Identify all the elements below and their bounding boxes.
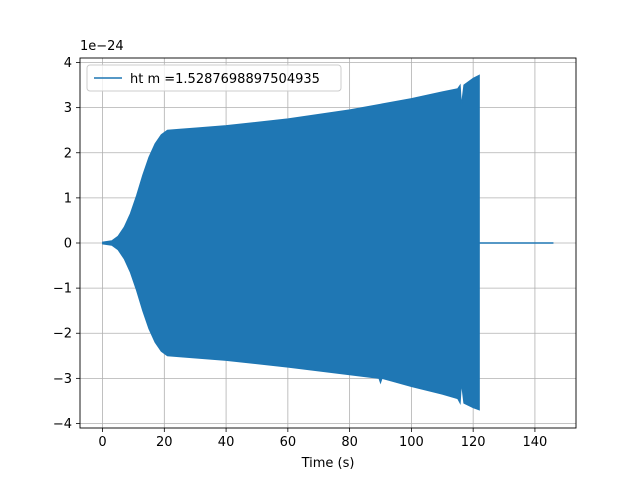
ticks: 0 20 40 60 80 100 120 140 −4 −3 −2 −1 0 1 2 3 4 [53,56,548,450]
y-tick-label: 4 [64,56,72,71]
x-tick-label: 80 [341,435,358,450]
x-tick-label: 20 [156,435,173,450]
plot-area [102,74,554,411]
y-tick-label: −4 [53,417,72,432]
x-axis-label: Time (s) [301,456,355,471]
legend-box [86,64,342,92]
legend: ht m =1.5287698897504935 [86,64,342,92]
series-waveform-envelope [102,74,480,411]
y-tick-label: −3 [53,372,72,387]
y-tick-label: 3 [64,101,72,116]
x-tick-label: 40 [218,435,235,450]
legend-entry: ht m =1.5287698897504935 [130,72,320,87]
x-tick-label: 100 [399,435,424,450]
y-tick-label: 2 [64,146,72,161]
x-tick-label: 60 [280,435,297,450]
x-tick-label: 120 [461,435,486,450]
y-offset-label: 1e−24 [80,39,124,54]
y-tick-label: 0 [64,237,72,252]
y-tick-label: −2 [53,327,72,342]
x-tick-label: 140 [523,435,548,450]
y-tick-label: −1 [53,282,72,297]
x-tick-label: 0 [98,435,106,450]
y-tick-label: 1 [64,191,72,206]
